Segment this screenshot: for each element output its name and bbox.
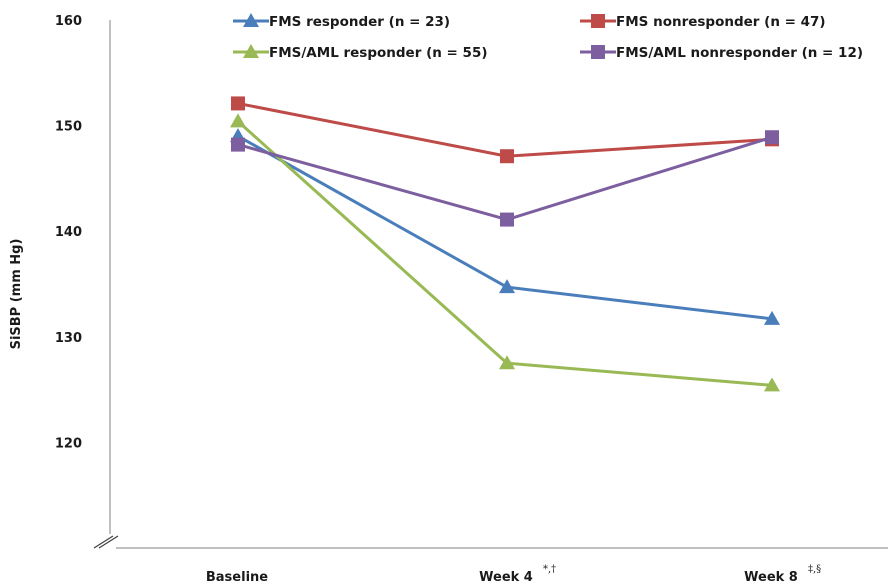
data-point [500,149,514,164]
series-line [237,101,773,158]
y-tick-label: 150 [55,120,82,135]
y-axis-title: SiSBP (mm Hg) [9,239,24,350]
y-tick-label: 140 [55,225,82,240]
series-group [230,96,780,392]
legend-swatch-marker [243,44,259,58]
legend-item: FMS/AML responder (n = 55) [233,44,488,61]
legend-item: FMS nonresponder (n = 47) [580,14,826,30]
legend-label: FMS nonresponder (n = 47) [616,14,826,30]
legend-item: FMS/AML nonresponder (n = 12) [580,45,863,61]
series-1 [230,128,780,325]
data-point [764,310,780,325]
data-point [764,377,780,392]
legend-item: FMS responder (n = 23) [233,13,450,30]
legend-label: FMS/AML responder (n = 55) [269,45,488,61]
data-point [230,113,246,128]
data-point [499,355,515,370]
legend-label: FMS/AML nonresponder (n = 12) [616,45,863,61]
y-tick-label: 160 [55,14,82,29]
series-4 [231,130,779,227]
legend-swatch-marker [591,45,605,59]
x-tick-label: Week 8 [744,570,798,585]
y-tick-label: 130 [55,331,82,346]
series-2 [231,96,779,164]
axes [93,20,888,550]
y-tick-labels: 120 130 140 150 160 [55,14,82,451]
x-tick-superscript: *,† [543,564,556,575]
legend-swatch-marker [243,13,259,27]
legend: FMS responder (n = 23) FMS nonresponder (… [233,13,863,61]
data-point [231,96,245,111]
axis-break-slash [98,535,119,549]
x-tick-label: Week 4 [479,570,533,585]
legend-swatch-marker [591,14,605,28]
series-3 [230,113,780,392]
data-point [765,130,779,145]
y-tick-label: 120 [55,436,82,451]
data-point [499,279,515,294]
x-tick-label: Baseline [206,570,268,585]
x-tick-superscript: ‡,§ [808,564,821,575]
data-point [500,212,514,227]
legend-label: FMS responder (n = 23) [269,14,450,30]
data-point [231,137,245,152]
x-tick-labels: Baseline Week 4 *,† Week 8 ‡,§ [206,564,821,585]
axis-break-marker [93,534,119,550]
axis-break-slash [93,535,114,549]
